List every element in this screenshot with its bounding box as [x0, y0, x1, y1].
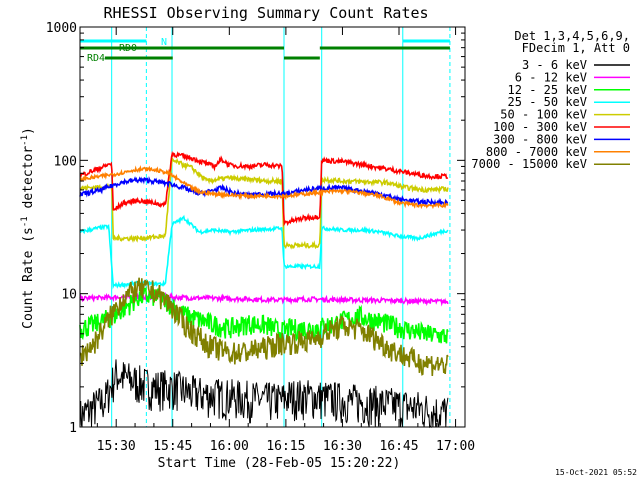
- y-label-sup-1: -1: [20, 216, 30, 227]
- y-label-part-3: ): [21, 127, 36, 135]
- y-label-sup-2: -1: [20, 135, 30, 146]
- legend-label-8: 7000 - 15000 keV: [471, 157, 587, 171]
- legend-header-1: Det 1,3,4,5,6,9,: [514, 29, 630, 43]
- plot-frame: [79, 26, 466, 428]
- legend-label-0: 3 - 6 keV: [522, 58, 587, 72]
- x-tick-label-6: 17:00: [436, 439, 475, 454]
- x-tick-label-4: 16:30: [323, 439, 362, 454]
- series-group: [79, 150, 449, 429]
- x-tick-label-5: 16:45: [379, 439, 418, 454]
- series-line-5: [79, 150, 449, 227]
- x-tick-label-2: 16:00: [210, 439, 249, 454]
- flag-label-n: N: [161, 37, 167, 48]
- flag-label-rd0: RD0: [119, 43, 137, 54]
- axes: 15:30 15:45 16:00 16:15 16:30 16:45 17:00 1 10 10…: [46, 21, 475, 454]
- legend-header-2: FDecim 1, Att 0: [522, 41, 630, 55]
- legend-label-1: 6 - 12 keV: [515, 70, 587, 84]
- y-label-part-2: detector: [21, 146, 36, 217]
- generated-timestamp: 15-Oct-2021 05:52: [555, 468, 637, 477]
- flag-bars: N RD0 RD4: [80, 37, 450, 64]
- legend: Det 1,3,4,5,6,9, FDecim 1, Att 0 3 - 6 k…: [471, 29, 630, 171]
- series-line-7: [79, 164, 449, 210]
- y-tick-label-2: 100: [54, 154, 77, 169]
- y-tick-label-3: 1000: [46, 21, 77, 36]
- series-line-4: [79, 156, 449, 250]
- series-line-0: [79, 359, 449, 429]
- x-tick-label-1: 15:45: [153, 439, 192, 454]
- legend-label-5: 100 - 300 keV: [493, 120, 587, 134]
- y-label-part-1: Count Rate (s: [21, 227, 36, 329]
- legend-label-3: 25 - 50 keV: [508, 95, 587, 109]
- x-axis-label: Start Time (28-Feb-05 15:20:22): [158, 456, 401, 471]
- legend-label-7: 800 - 7000 keV: [486, 145, 587, 159]
- chart-title: RHESSI Observing Summary Count Rates: [103, 4, 428, 22]
- legend-label-4: 50 - 100 keV: [500, 108, 587, 122]
- x-tick-label-0: 15:30: [97, 439, 136, 454]
- y-tick-label-0: 1: [69, 421, 77, 436]
- y-axis-label: Count Rate (s-1 detector-1): [20, 127, 36, 329]
- legend-label-2: 12 - 25 keV: [508, 83, 587, 97]
- y-tick-label-1: 10: [61, 288, 77, 303]
- x-tick-label-3: 16:15: [266, 439, 305, 454]
- legend-label-6: 300 - 800 keV: [493, 132, 587, 146]
- series-line-8: [79, 277, 449, 377]
- flag-label-rd4: RD4: [87, 53, 105, 64]
